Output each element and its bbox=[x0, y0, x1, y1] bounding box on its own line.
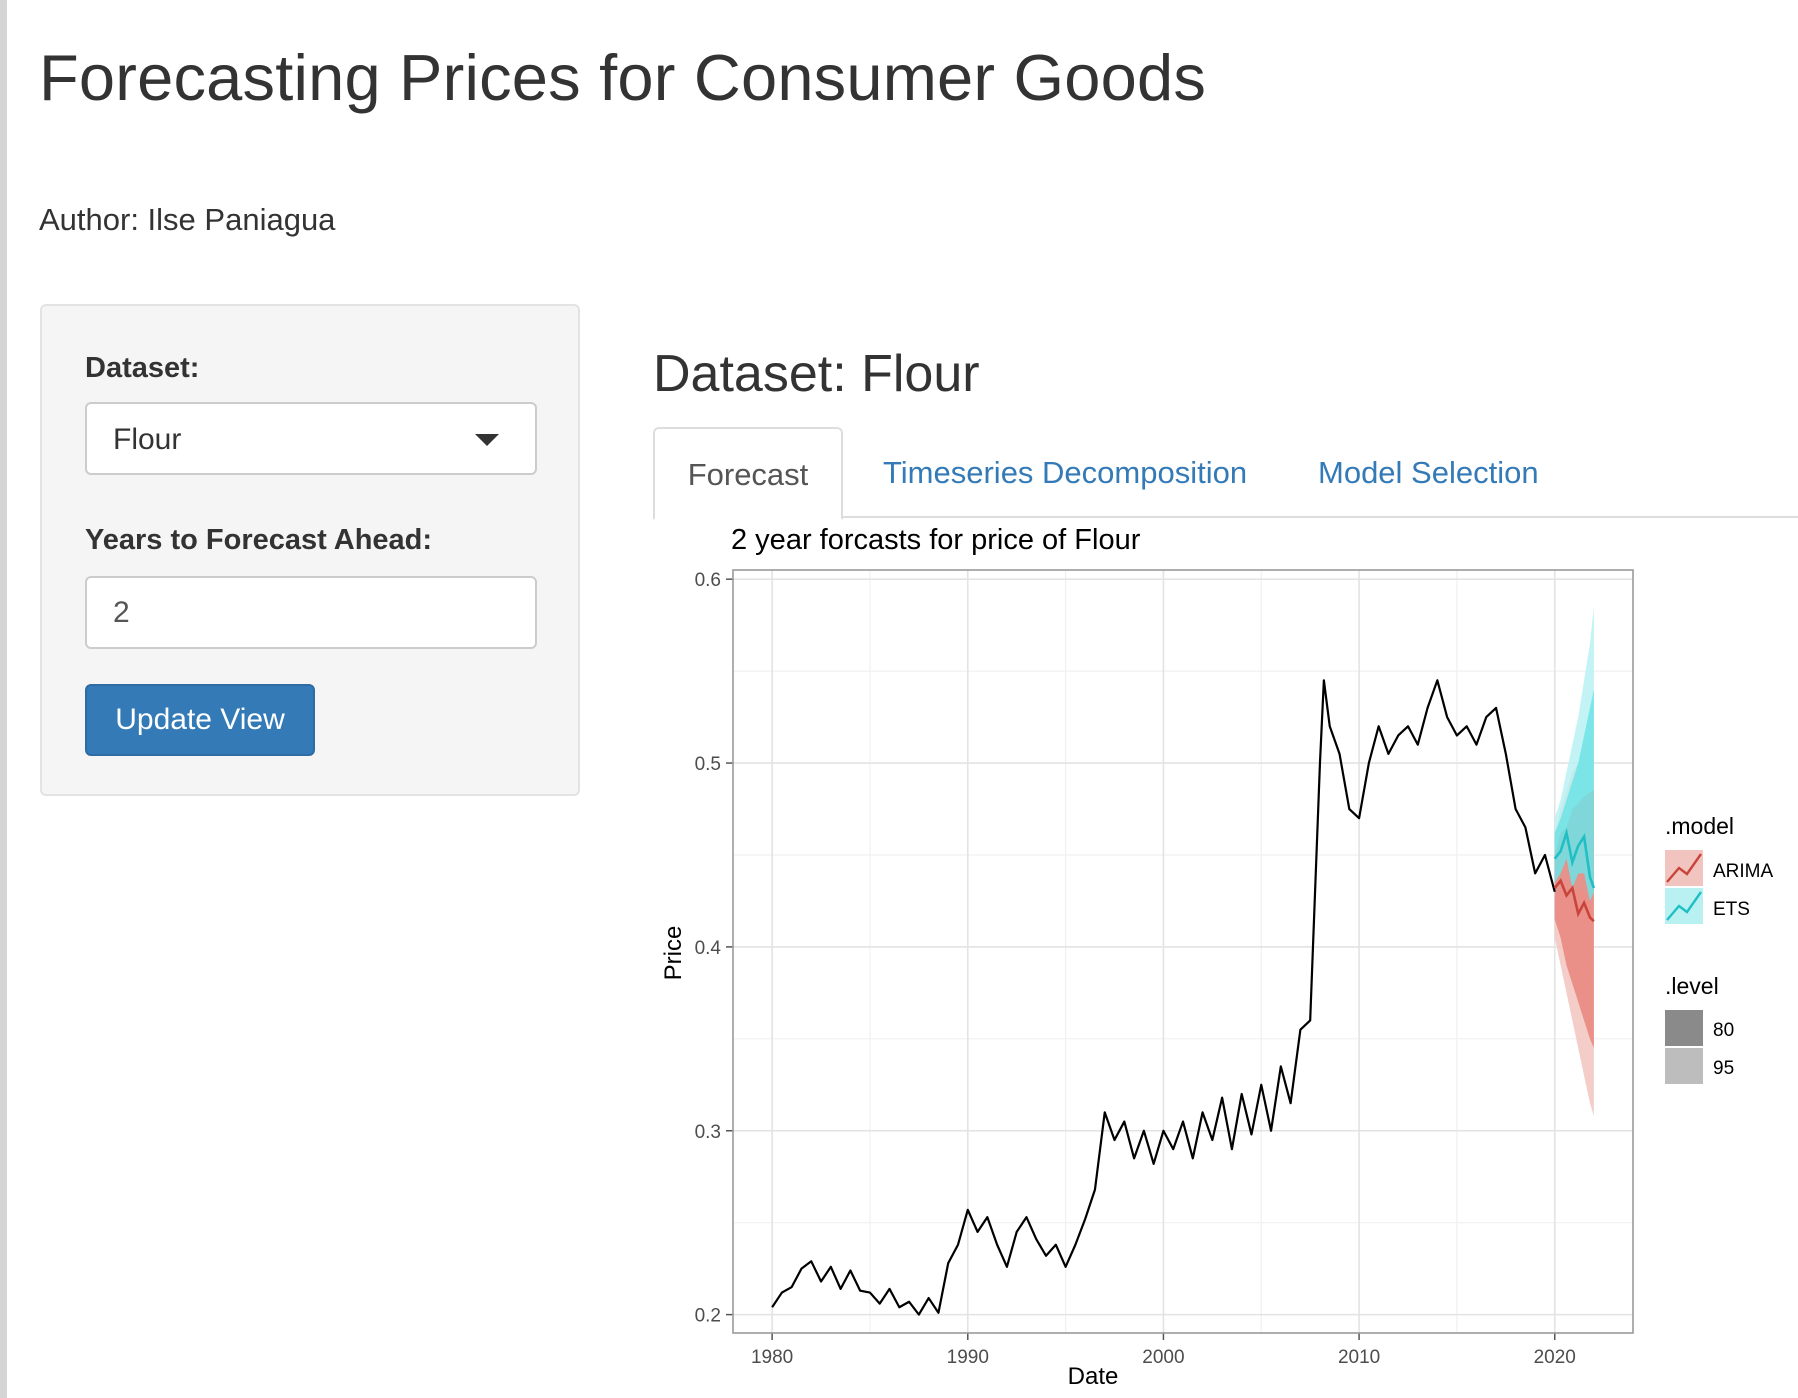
tab-bar: Forecast Timeseries Decomposition Model … bbox=[653, 427, 1798, 520]
tab-model-selection[interactable]: Model Selection bbox=[1318, 455, 1539, 490]
ets-band-80 bbox=[1554, 689, 1594, 901]
plot-border bbox=[732, 569, 1634, 1334]
tab-timeseries-decomposition[interactable]: Timeseries Decomposition bbox=[883, 455, 1248, 490]
x-tick-label: 1980 bbox=[751, 1347, 793, 1368]
legend-key-ets bbox=[1665, 888, 1703, 924]
ets-forecast-line bbox=[1553, 827, 1596, 889]
y-tick-label: 0.3 bbox=[695, 1122, 721, 1143]
dataset-label: Dataset: bbox=[85, 352, 200, 384]
legend-key-80 bbox=[1665, 1010, 1703, 1046]
legend-level-title: .level bbox=[1665, 973, 1719, 999]
tab-forecast[interactable]: Forecast bbox=[653, 427, 843, 520]
page-title: Forecasting Prices for Consumer Goods bbox=[39, 41, 1207, 114]
years-ahead-input[interactable] bbox=[85, 576, 537, 649]
y-tick-label: 0.6 bbox=[695, 570, 721, 591]
chart-title: 2 year forcasts for price of Flour bbox=[731, 524, 1141, 556]
x-tick-label: 2010 bbox=[1338, 1347, 1380, 1368]
author-line: Author: Ilse Paniagua bbox=[39, 202, 336, 237]
legend-line-arima bbox=[1666, 853, 1702, 883]
legend-item-80: 80 bbox=[1713, 1020, 1734, 1041]
arima-forecast-line bbox=[1553, 878, 1595, 923]
update-view-button[interactable]: Update View bbox=[85, 684, 315, 756]
dataset-select-value: Flour bbox=[113, 423, 182, 456]
x-tick-label: 1990 bbox=[947, 1347, 989, 1368]
forecast-chart-svg: 2 year forcasts for price of Flour Date … bbox=[660, 524, 1774, 1390]
years-label: Years to Forecast Ahead: bbox=[85, 524, 433, 556]
legend-key-95 bbox=[1665, 1048, 1703, 1084]
y-tick-label: 0.2 bbox=[695, 1306, 721, 1327]
legend-item-arima: ARIMA bbox=[1713, 861, 1774, 882]
dataset-heading: Dataset: Flour bbox=[653, 345, 980, 403]
x-tick-label: 2000 bbox=[1142, 1347, 1184, 1368]
history-line bbox=[771, 679, 1556, 1316]
x-axis-label: Date bbox=[1068, 1363, 1119, 1390]
legend-key-arima bbox=[1665, 850, 1703, 886]
forecast-chart: 2 year forcasts for price of Flour Date … bbox=[653, 518, 1798, 1398]
y-tick-label: 0.5 bbox=[695, 754, 721, 775]
sidebar-panel: Dataset: Flour Years to Forecast Ahead: … bbox=[40, 304, 580, 796]
x-tick-label: 2020 bbox=[1534, 1347, 1576, 1368]
y-tick-label: 0.4 bbox=[695, 938, 722, 959]
y-axis-label: Price bbox=[660, 926, 687, 981]
chevron-down-icon bbox=[475, 434, 499, 446]
dataset-select[interactable]: Flour bbox=[85, 402, 537, 475]
plot-panel bbox=[733, 570, 1633, 1333]
legend-item-ets: ETS bbox=[1713, 899, 1750, 920]
legend-model-title: .model bbox=[1665, 813, 1734, 839]
legend-line-ets bbox=[1666, 891, 1702, 921]
legend-item-95: 95 bbox=[1713, 1058, 1734, 1079]
